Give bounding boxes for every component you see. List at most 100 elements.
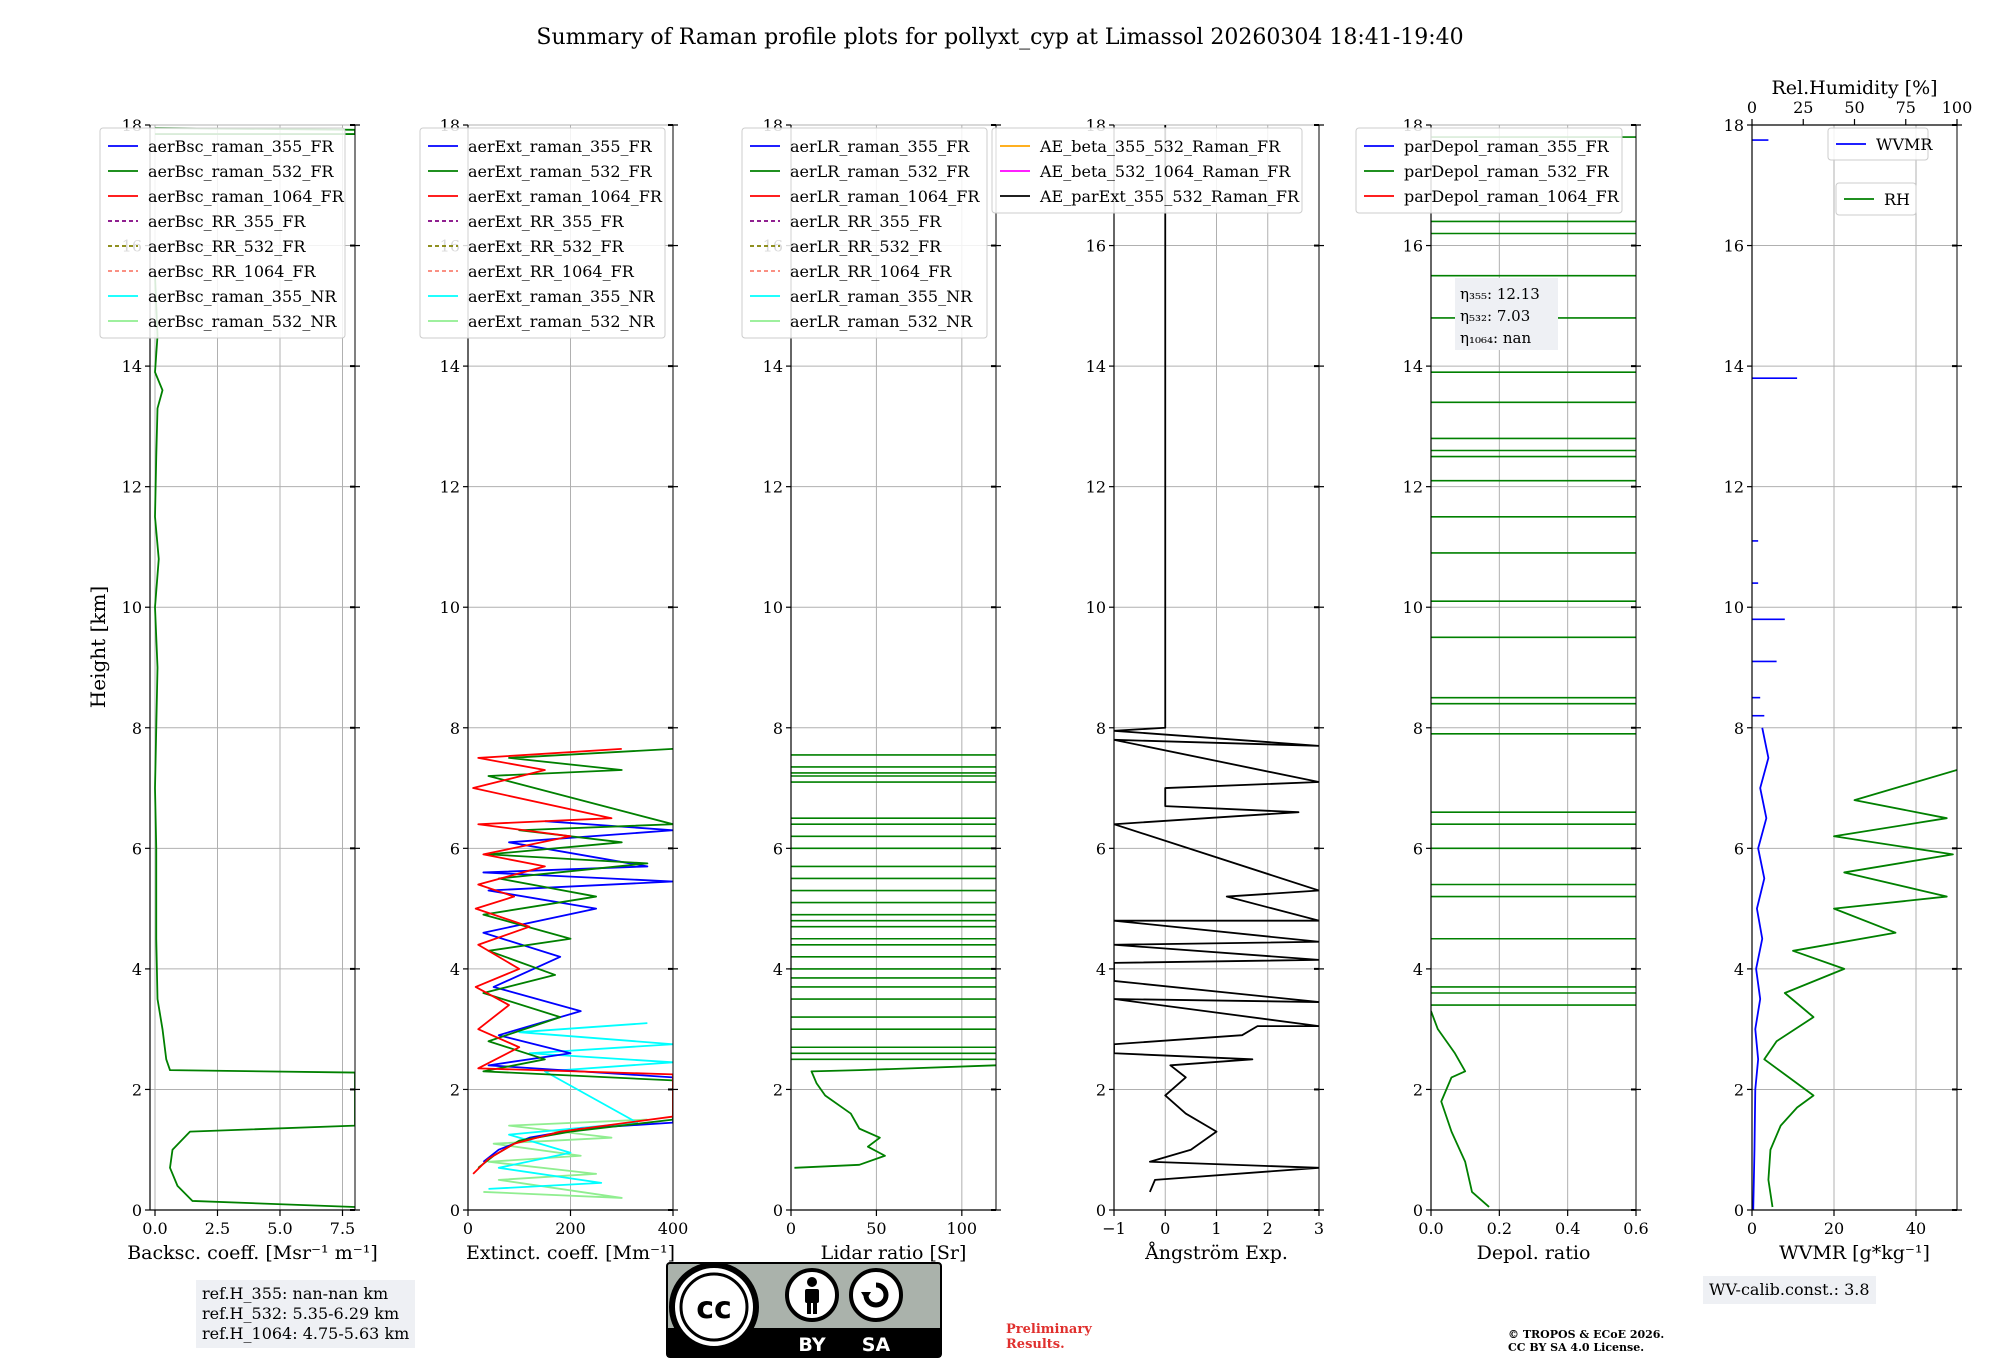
y-tick-label: 12 <box>1403 478 1423 497</box>
legend: aerLR_raman_355_FR aerLR_raman_532_FR aerL… <box>741 127 988 339</box>
legend-label: AE_beta_532_1064_Raman_FR <box>1039 162 1291 181</box>
series-ae-parext-355-532-raman-fr <box>1114 125 1319 1193</box>
y-tick-label: 0 <box>450 1201 460 1220</box>
y-tick-label: 14 <box>122 357 142 376</box>
legend-label: aerLR_RR_532_FR <box>790 237 942 256</box>
x-tick-label: 3 <box>1314 1219 1324 1238</box>
y-tick-label: 16 <box>1724 237 1744 256</box>
legend-box <box>991 127 1303 214</box>
series-aerlr-raman-532-fr <box>794 1064 996 1169</box>
legend: parDepol_raman_355_FR parDepol_raman_532_… <box>1355 127 1623 214</box>
x-tick-label: 50 <box>866 1219 886 1238</box>
wv-calib-box: WV-calib.const.: 3.8 <box>1703 1276 1876 1304</box>
y-tick-label: 2 <box>450 1080 460 1099</box>
y-tick-label: 14 <box>1724 357 1744 376</box>
legend-label: aerBsc_raman_1064_FR <box>148 187 345 206</box>
y-tick-label: 0 <box>1413 1201 1423 1220</box>
x-tick-label: 0 <box>463 1219 473 1238</box>
x-tick-label: 0 <box>1160 1219 1170 1238</box>
y-tick-label: 14 <box>763 357 783 376</box>
data-layer <box>1114 125 1319 1193</box>
panel-3: 024681012141618050100Lidar ratio [Sr]aer… <box>741 116 1001 1264</box>
x-tick-label: 40 <box>1906 1219 1926 1238</box>
copyright-line-1: © TROPOS & ECoE 2026. <box>1508 1328 1665 1341</box>
legend-box <box>419 127 666 339</box>
x-tick-label: 7.5 <box>330 1219 355 1238</box>
y-tick-label: 6 <box>1096 839 1106 858</box>
y-tick-label: 10 <box>1724 598 1744 617</box>
legend-label: aerExt_raman_1064_FR <box>468 187 663 206</box>
legend-label: aerExt_raman_355_NR <box>468 287 656 306</box>
y-tick-label: 4 <box>1096 960 1106 979</box>
x-axis-label: Backsc. coeff. [Msr⁻¹ m⁻¹] <box>127 1242 378 1264</box>
y-tick-label: 18 <box>1724 116 1744 135</box>
legend-label: aerExt_RR_355_FR <box>468 212 625 231</box>
y-tick-label: 2 <box>1096 1080 1106 1099</box>
y-tick-label: 16 <box>1403 237 1423 256</box>
legend: aerExt_raman_355_FR aerExt_raman_532_FRae… <box>419 127 666 339</box>
annotation-line: η₃₅₅: 12.13 <box>1460 285 1540 303</box>
annotation-line: η₁₀₆₄: nan <box>1460 329 1531 347</box>
x-tick-label: 0.0 <box>142 1219 167 1238</box>
series-aerbsc-raman-532-fr <box>154 275 355 1208</box>
ref-height-355: ref.H_355: nan-nan km <box>202 1284 389 1303</box>
legend-label: aerExt_RR_1064_FR <box>468 262 635 281</box>
legend-label: WVMR <box>1876 135 1933 154</box>
y-tick-label: 4 <box>1413 960 1423 979</box>
y-tick-label: 8 <box>450 719 460 738</box>
y-tick-label: 8 <box>1734 719 1744 738</box>
svg-text:cc: cc <box>696 1291 732 1326</box>
y-tick-label: 6 <box>773 839 783 858</box>
legend-label: aerLR_raman_532_NR <box>790 312 973 331</box>
x-tick-label: 2.5 <box>205 1219 230 1238</box>
legend-box <box>99 127 346 339</box>
x-axis-label: WVMR [g*kg⁻¹] <box>1779 1242 1930 1264</box>
cc-license-logo: cc BY SA <box>666 1262 942 1358</box>
legend-label: aerExt_raman_532_NR <box>468 312 656 331</box>
wv-calib-text: WV-calib.const.: 3.8 <box>1709 1280 1870 1299</box>
x-axis-label: Ångström Exp. <box>1144 1242 1288 1264</box>
legend-box <box>1355 127 1623 214</box>
x-tick-label: 0.0 <box>1418 1219 1443 1238</box>
series-aerext-raman-355-nr <box>488 1022 673 1190</box>
legend-label: aerLR_raman_1064_FR <box>790 187 980 206</box>
annotation-box <box>1455 278 1558 350</box>
y-tick-label: 6 <box>1413 839 1423 858</box>
legend-label: aerLR_raman_355_NR <box>790 287 973 306</box>
license-sa-label: SA <box>862 1334 891 1356</box>
x-axis-label: Depol. ratio <box>1477 1242 1591 1264</box>
x2-tick-label: 25 <box>1793 98 1813 117</box>
series-rh <box>1763 769 1957 1208</box>
series-pardepol-raman-532-fr <box>1431 1010 1490 1208</box>
legend-label: parDepol_raman_532_FR <box>1404 162 1610 181</box>
y-tick-label: 12 <box>122 478 142 497</box>
x-tick-label: 0.2 <box>1487 1219 1512 1238</box>
y-tick-label: 12 <box>1086 478 1106 497</box>
data-layer <box>791 754 996 1169</box>
x2-tick-label: 0 <box>1747 98 1757 117</box>
legend-label: aerBsc_raman_355_FR <box>148 137 334 156</box>
x-tick-label: 5.0 <box>267 1219 292 1238</box>
legend-label: aerLR_RR_355_FR <box>790 212 942 231</box>
series-aerext-raman-1064-fr <box>472 747 673 1175</box>
legend-label: aerExt_raman_532_FR <box>468 162 653 181</box>
y-tick-label: 0 <box>1096 1201 1106 1220</box>
legend-label: aerExt_RR_532_FR <box>468 237 625 256</box>
series-aerext-raman-355-fr <box>482 820 673 1163</box>
y-tick-label: 2 <box>132 1080 142 1099</box>
y-tick-label: 16 <box>1086 237 1106 256</box>
y-tick-label: 4 <box>132 960 142 979</box>
annotation-line: η₅₃₂: 7.03 <box>1460 307 1530 325</box>
legend-label: aerBsc_raman_532_FR <box>148 162 334 181</box>
series-aerext-raman-532-fr <box>477 747 673 1169</box>
y-tick-label: 10 <box>1403 598 1423 617</box>
y-tick-label: 6 <box>450 839 460 858</box>
y-tick-label: 10 <box>763 598 783 617</box>
x2-tick-label: 50 <box>1844 98 1864 117</box>
y-tick-label: 8 <box>1096 719 1106 738</box>
legend-label: aerBsc_RR_355_FR <box>148 212 306 231</box>
